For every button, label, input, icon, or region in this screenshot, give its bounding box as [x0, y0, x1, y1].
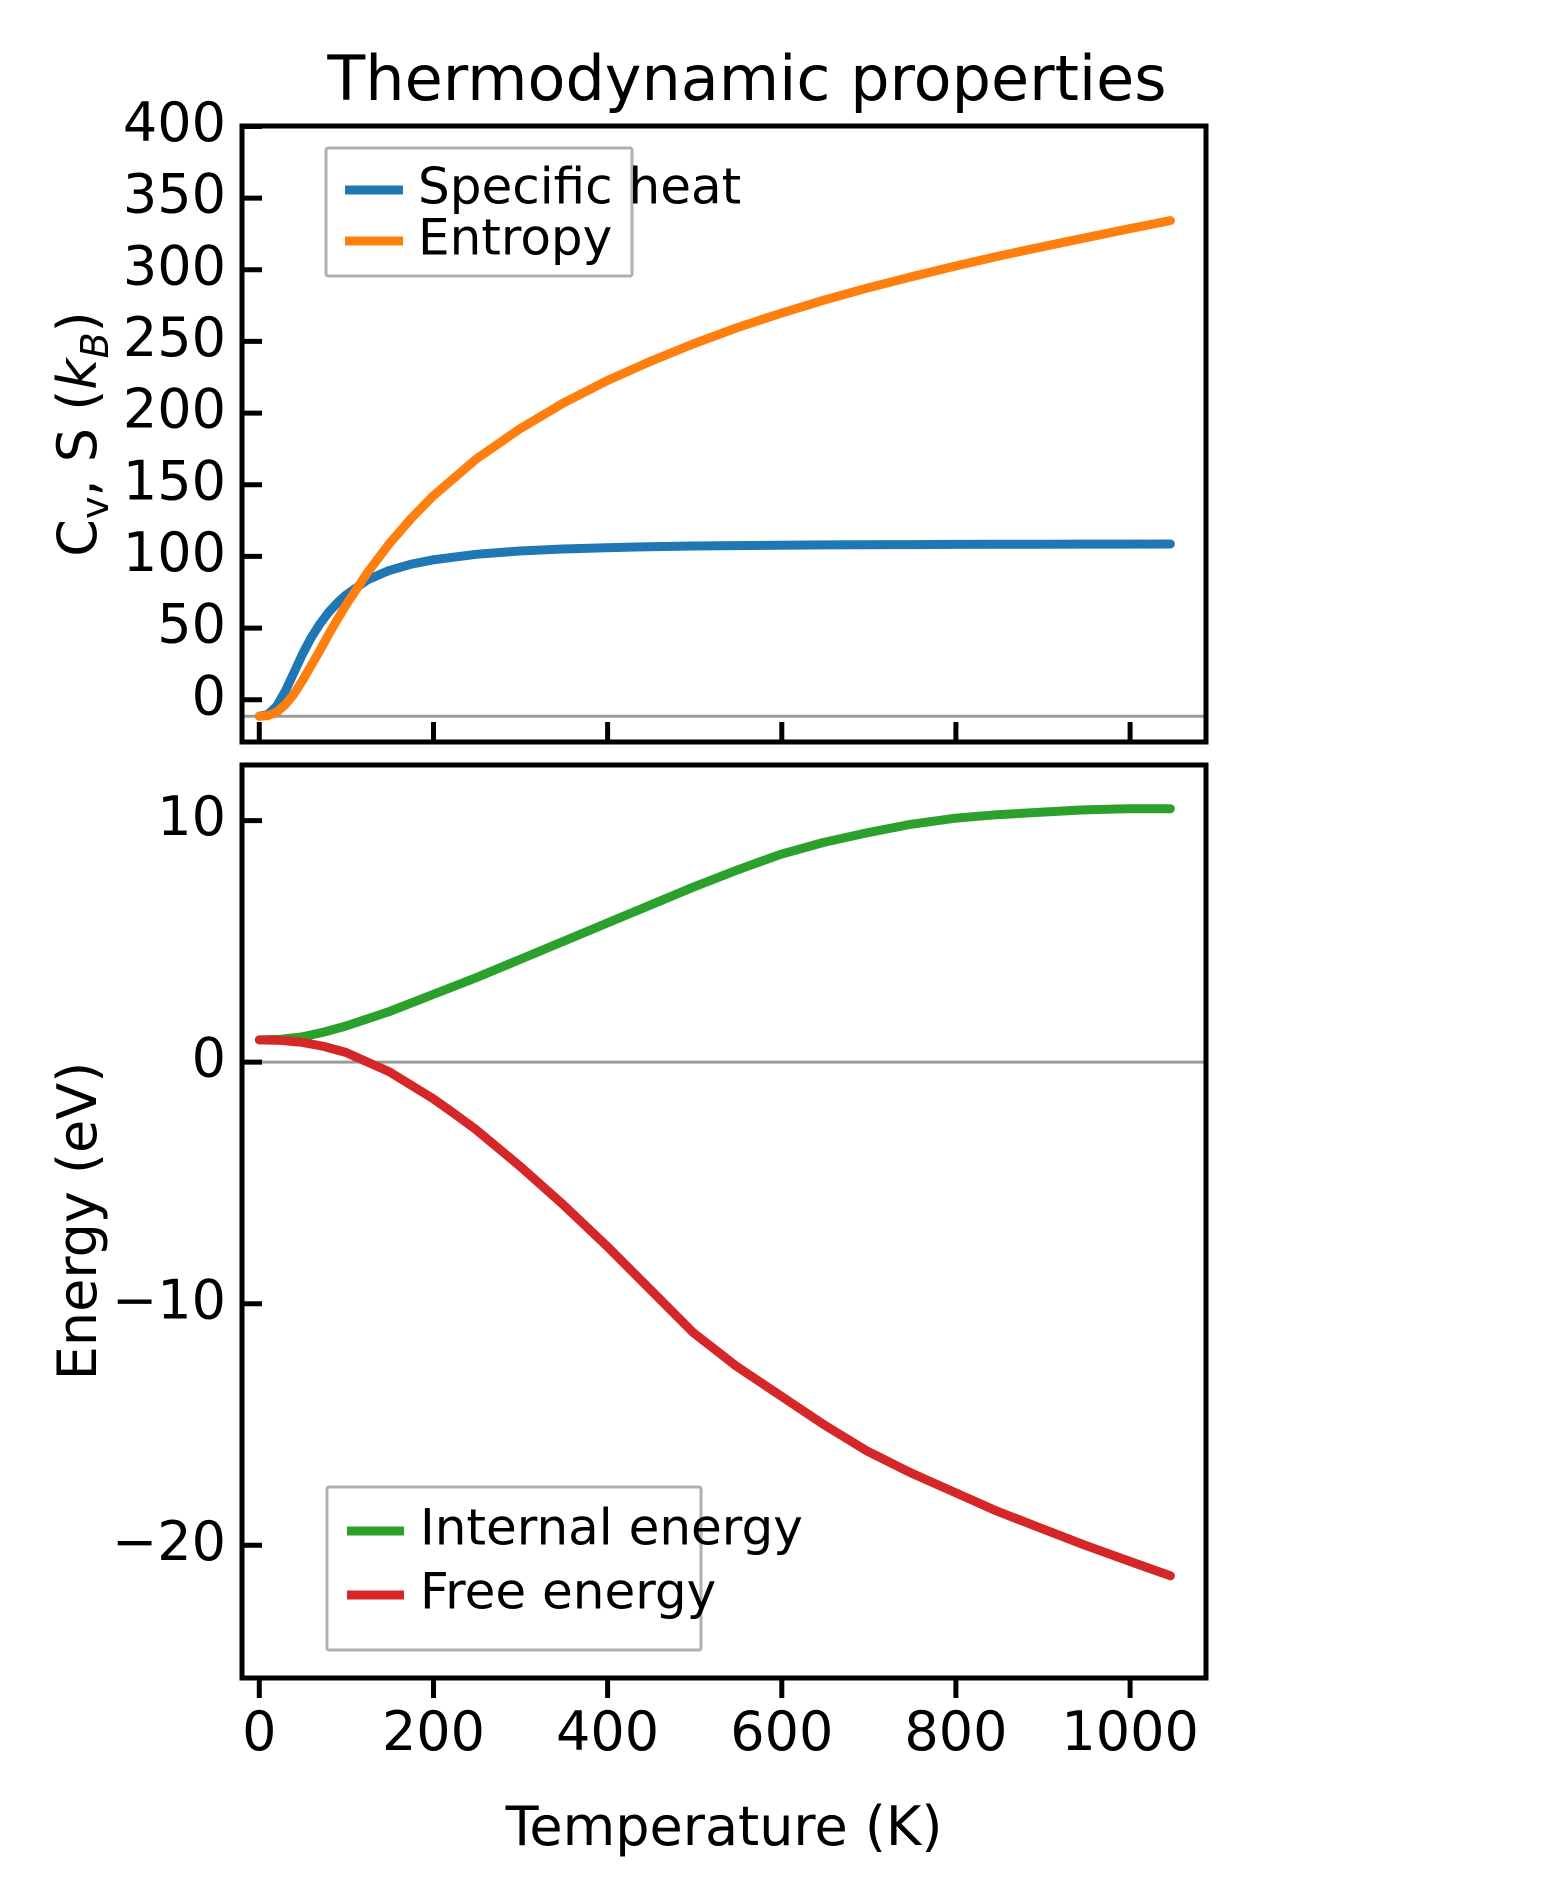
thermo-ytick-250: 250	[123, 306, 226, 369]
internal-energy-curve	[254, 804, 1175, 1045]
ylabel-close: )	[46, 311, 109, 332]
xtick-0: 0	[242, 1700, 276, 1763]
thermo-panel-frame	[239, 123, 1209, 745]
thermo-ytick-100: 100	[123, 521, 226, 584]
x-axis-label: Temperature (K)	[505, 1795, 943, 1858]
energy-y-axis-label: Energy (eV)	[46, 1062, 109, 1381]
xtick-200: 200	[382, 1700, 485, 1763]
thermo-ytick-200: 200	[123, 378, 226, 441]
legend-label-internal-energy: Internal energy	[420, 1499, 803, 1557]
energy-legend[interactable]: Internal energy Free energy	[325, 1485, 803, 1652]
thermo-ytick-350: 350	[123, 163, 226, 226]
energy-x-tickmarks	[256, 1678, 1133, 1698]
ylabel-k: k	[46, 356, 109, 390]
legend-label-specific-heat: Specific heat	[418, 158, 741, 216]
thermo-legend[interactable]: Specific heat Entropy	[324, 146, 741, 278]
thermo-ytick-150: 150	[123, 449, 226, 512]
thermo-panel: 400 350 300 250 200 150 100 50 0 Cv, S	[46, 91, 1209, 745]
energy-y-ticklabels: 10 0 −10 −20	[112, 785, 226, 1573]
legend-item-entropy[interactable]: Entropy	[345, 209, 612, 267]
legend-item-free-energy[interactable]: Free energy	[347, 1563, 716, 1621]
energy-legend-frame	[325, 1485, 703, 1652]
xtick-600: 600	[730, 1700, 833, 1763]
thermo-ytick-50: 50	[157, 593, 226, 656]
xtick-1000: 1000	[1061, 1700, 1198, 1763]
thermo-ytick-300: 300	[123, 234, 226, 297]
energy-ytick-minus20: −20	[112, 1510, 226, 1573]
legend-label-free-energy: Free energy	[420, 1563, 716, 1621]
figure-title: Thermodynamic properties	[326, 42, 1166, 115]
xtick-800: 800	[904, 1700, 1007, 1763]
legend-item-specific-heat[interactable]: Specific heat	[345, 158, 741, 216]
ylabel-C: C	[46, 519, 109, 557]
ylabel-C-subscript: v	[73, 497, 117, 520]
energy-panel-frame	[239, 762, 1209, 1681]
x-axis-ticklabels: 0 200 400 600 800 1000	[242, 1700, 1199, 1763]
thermo-y-axis-label: Cv, S (kB)	[46, 311, 117, 557]
energy-ytick-minus10: −10	[112, 1268, 226, 1331]
free-energy-curve	[254, 1035, 1175, 1581]
legend-item-internal-energy[interactable]: Internal energy	[347, 1499, 803, 1557]
energy-ytick-0: 0	[192, 1027, 226, 1090]
ylabel-k-subscript: B	[73, 332, 117, 358]
xtick-400: 400	[556, 1700, 659, 1763]
energy-panel: 10 0 −10 −20 0 200 400 600 800 1000	[46, 762, 1209, 1858]
thermo-ytick-400: 400	[123, 91, 226, 154]
energy-y-tickmarks	[242, 818, 262, 1548]
thermo-ytick-0: 0	[192, 664, 226, 727]
specific-heat-curve	[254, 539, 1175, 721]
legend-label-entropy: Entropy	[418, 209, 612, 267]
entropy-curve	[254, 216, 1175, 721]
thermo-y-ticklabels: 400 350 300 250 200 150 100 50 0	[123, 91, 226, 727]
thermo-y-tickmarks	[242, 124, 262, 703]
thermo-x-tickmarks	[256, 722, 1133, 742]
energy-ytick-10: 10	[157, 785, 226, 848]
ylabel-mid: , S (	[46, 390, 109, 497]
